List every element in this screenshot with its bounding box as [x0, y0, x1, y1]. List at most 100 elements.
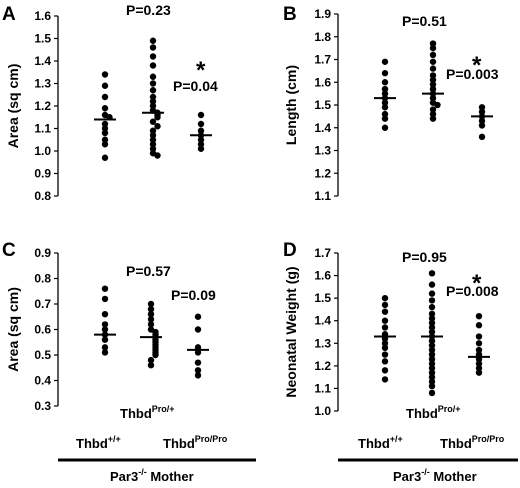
data-point: [101, 311, 109, 318]
data-point: [429, 44, 437, 52]
data-point: [475, 369, 483, 376]
y-tick-label: 1.6: [34, 9, 51, 23]
group-label-middle-right: ThbdPro/+: [406, 404, 461, 421]
data-point: [429, 81, 437, 88]
y-tick-label: 1.0: [314, 404, 331, 418]
data-point: [429, 76, 437, 84]
data-point: [428, 319, 436, 327]
data-point: [101, 321, 109, 328]
chart-panel-c: C 0.3 0.4 0.5 0.6 0.7 0.8 0.9 Area (sq cm) P=0.57…: [2, 240, 216, 413]
data-point: [381, 110, 389, 118]
data-point: [149, 102, 157, 110]
data-point: [429, 65, 437, 72]
chart-panel-d: D 1.0 1.1 1.2 1.3 1.4 1.5 1.6 1.7 Neonatal Weight…: [283, 240, 499, 418]
data-point: [381, 301, 389, 309]
group-label-middle-left: ThbdPro/+: [120, 404, 175, 421]
data-point: [149, 80, 157, 87]
data-point: [381, 367, 389, 374]
p-value-label: P=0.95: [402, 249, 447, 265]
data-point: [381, 90, 389, 97]
data-point: [147, 300, 155, 308]
data-point: [475, 360, 483, 367]
data-point: [101, 120, 109, 128]
data-point: [434, 101, 441, 109]
data-point: [197, 120, 205, 128]
data-point: [154, 123, 161, 130]
data-point: [429, 51, 437, 59]
data-point: [381, 376, 389, 383]
data-point: [428, 369, 436, 376]
data-point: [101, 285, 109, 292]
y-tick-label: 1.9: [314, 7, 331, 21]
data-point: [101, 141, 109, 148]
data-point: [101, 295, 109, 303]
p-value-label: P=0.09: [171, 287, 216, 303]
data-point: [478, 108, 486, 116]
data-point: [194, 372, 202, 379]
data-point: [475, 313, 483, 320]
p-value-label: P=0.23: [126, 2, 171, 18]
y-tick-label: 1.6: [314, 269, 331, 283]
data-point: [381, 85, 389, 93]
data-point: [381, 115, 389, 122]
y-axis-title: Area (sq cm): [5, 287, 21, 372]
data-point: [101, 154, 109, 161]
y-tick-label: 1.5: [314, 291, 331, 305]
data-point: [197, 136, 205, 143]
data-point: [428, 315, 436, 322]
data-point: [381, 340, 389, 347]
data-point: [475, 340, 483, 347]
group-label-wt-left: Thbd+/+: [76, 434, 121, 451]
data-point: [147, 321, 155, 328]
data-point: [147, 316, 155, 323]
data-point: [149, 118, 157, 125]
data-point: [478, 133, 486, 141]
data-point: [475, 322, 483, 329]
data-point: [381, 69, 389, 77]
data-point: [149, 93, 157, 101]
data-point: [101, 326, 109, 333]
y-tick-label: 0.8: [34, 189, 51, 203]
data-point: [149, 73, 157, 80]
y-tick-label: 1.6: [314, 75, 331, 89]
data-point: [149, 145, 157, 152]
data-point: [149, 136, 157, 143]
data-point: [147, 356, 155, 364]
p-value-label: P=0.008: [446, 283, 499, 299]
data-point: [101, 336, 109, 343]
group-label-hom-left: ThbdPro/Pro: [163, 434, 228, 451]
data-point: [475, 333, 483, 340]
data-point: [428, 382, 436, 390]
y-tick-label: 1.7: [314, 53, 331, 67]
y-tick-label: 0.6: [34, 323, 51, 337]
data-point: [475, 364, 483, 372]
data-point: [101, 82, 109, 89]
data-point: [381, 58, 389, 65]
data-point: [429, 58, 437, 65]
y-tick-label: 0.4: [34, 374, 51, 388]
data-point: [147, 362, 155, 369]
data-point: [147, 311, 155, 318]
data-point: [101, 71, 109, 78]
y-tick-label: 1.3: [314, 144, 331, 158]
data-point: [428, 290, 436, 297]
y-axis-title: Area (sq cm): [5, 64, 21, 149]
data-point: [429, 85, 437, 93]
panel-label: C: [2, 240, 16, 261]
data-point: [478, 117, 486, 125]
data-point: [428, 281, 436, 288]
y-tick-label: 0.3: [34, 399, 51, 413]
data-point: [428, 310, 436, 318]
data-point: [149, 62, 157, 69]
y-tick-label: 0.9: [34, 246, 51, 260]
y-tick-label: 1.7: [314, 246, 331, 260]
data-point: [197, 111, 205, 119]
y-tick-label: 0.8: [34, 272, 51, 286]
y-tick-label: 1.2: [34, 99, 51, 113]
y-tick-label: 1.4: [314, 314, 331, 328]
p-value-label: P=0.003: [446, 66, 499, 82]
data-point: [428, 355, 436, 363]
data-point: [428, 373, 436, 381]
data-point: [101, 93, 109, 101]
